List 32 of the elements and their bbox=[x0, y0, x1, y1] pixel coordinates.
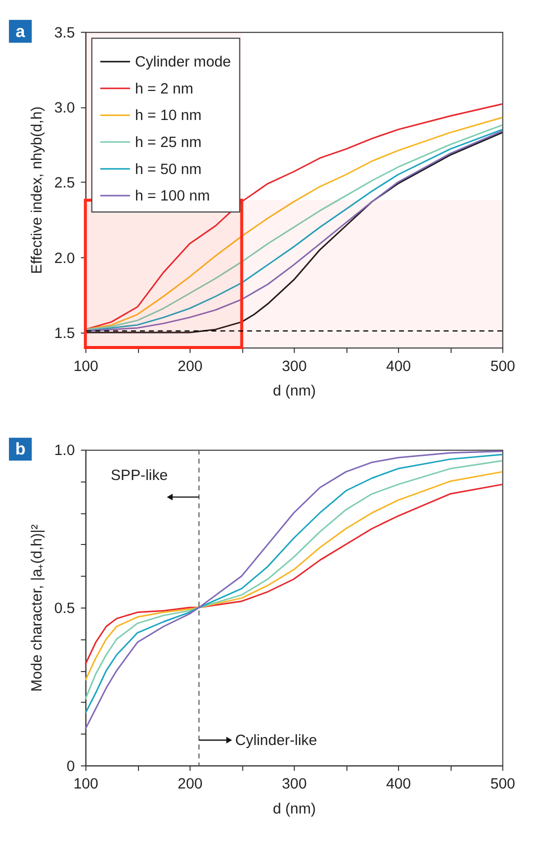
x-tick-label: 200 bbox=[178, 358, 202, 375]
x-tick-label: 100 bbox=[73, 776, 98, 793]
x-axis-title: d (nm) bbox=[272, 384, 316, 400]
legend-label: Cylinder mode bbox=[134, 54, 231, 71]
y-tick-label: 3.0 bbox=[54, 100, 75, 116]
y-tick-label: 1.0 bbox=[54, 443, 75, 460]
y-tick-label: 3.5 bbox=[54, 25, 75, 42]
annotation: Cylinder-like bbox=[235, 733, 317, 750]
legend-label: h = 100 nm bbox=[134, 188, 210, 205]
x-tick-label: 500 bbox=[490, 776, 516, 793]
x-tick-label: 300 bbox=[282, 776, 307, 793]
chart-title: a bbox=[16, 22, 26, 41]
x-tick-label: 500 bbox=[490, 358, 516, 375]
y-tick-label: 1.5 bbox=[54, 326, 75, 342]
x-tick-label: 400 bbox=[386, 358, 411, 375]
x-tick-label: 100 bbox=[73, 358, 98, 375]
y-tick-label: 2.0 bbox=[54, 250, 75, 267]
legend-label: h = 2 nm bbox=[134, 81, 194, 98]
x-axis-title: d (nm) bbox=[272, 802, 316, 818]
chart-title: b bbox=[15, 440, 26, 459]
y-axis-title: Mode character, |a₊(d,h)|² bbox=[29, 524, 46, 692]
y-tick-label: 2.5 bbox=[54, 176, 75, 192]
y-tick-label: 0.5 bbox=[54, 601, 75, 618]
y-tick-label: 0 bbox=[66, 758, 75, 775]
legend-label: h = 10 nm bbox=[134, 108, 202, 124]
x-tick-label: 200 bbox=[178, 776, 202, 793]
x-tick-label: 400 bbox=[386, 776, 411, 793]
legend-label: h = 50 nm bbox=[134, 162, 202, 178]
y-axis-title: Effective index, nhyb(d,h) bbox=[29, 106, 46, 274]
legend-label: h = 25 nm bbox=[134, 134, 202, 151]
annotation: SPP-like bbox=[110, 468, 168, 484]
x-tick-label: 300 bbox=[282, 358, 307, 375]
